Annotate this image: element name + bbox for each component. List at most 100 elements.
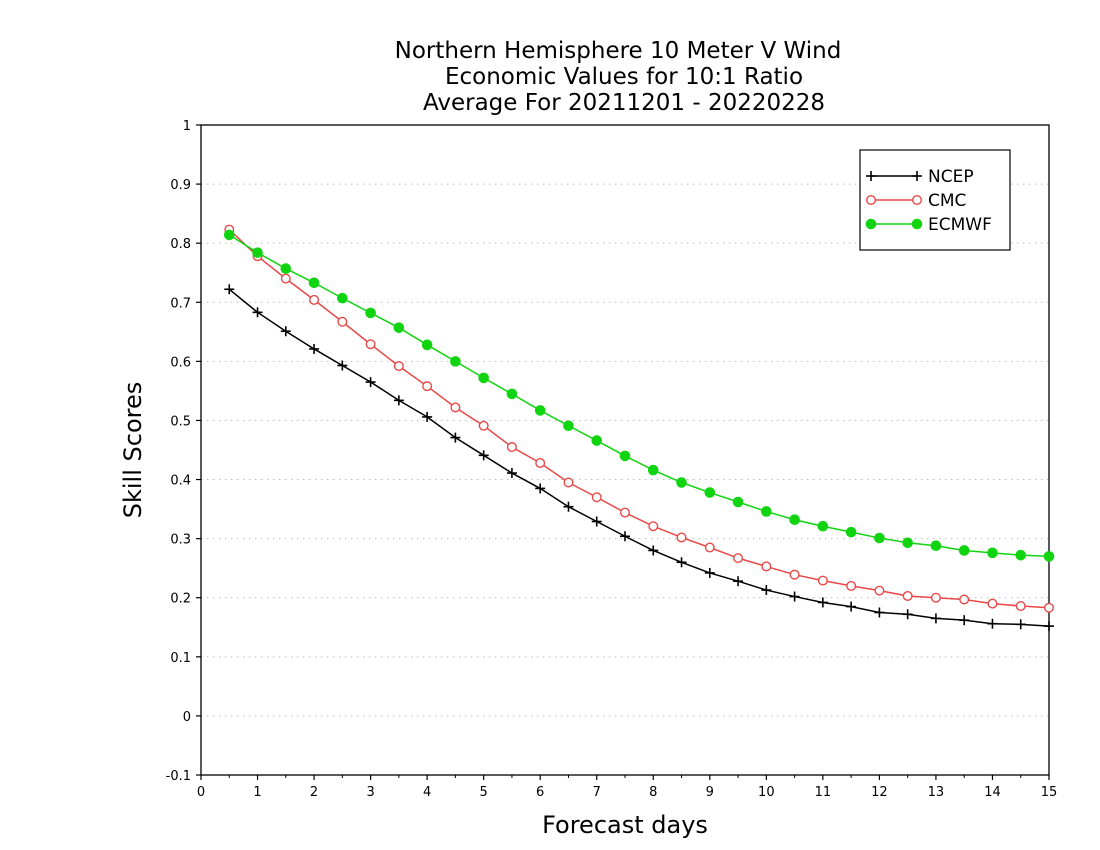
x-tick-label: 6 [536,785,544,800]
x-tick-label: 9 [706,785,714,800]
title-line-3: Average For 20211201 - 20220228 [423,90,825,116]
x-tick-label: 10 [758,785,775,800]
y-tick-label: 0 [183,710,191,725]
legend-marker-end-ecmwf [911,218,923,230]
point-ncep [365,377,376,388]
point-ecmwf [647,464,659,476]
point-ncep [846,601,857,612]
chart-title: Northern Hemisphere 10 Meter V Wind Econ… [395,38,842,116]
point-ecmwf [534,405,546,416]
point-cmc [648,521,659,532]
point-ncep [733,576,744,587]
point-ecmwf [930,540,942,552]
legend-marker-start-ncep [866,171,876,181]
legend-marker-start-cmc [866,194,877,205]
legend-item-cmc: CMC [866,191,966,211]
y-tick-label: 0.5 [170,414,191,429]
point-ncep [704,567,715,578]
y-tick-label: 0.9 [170,178,191,193]
axis-ticks: -0.100.10.20.30.40.50.60.70.80.910 1 2 3 4 5 6… [166,119,1058,800]
point-cmc [1015,601,1026,612]
x-tick-label: 1 [253,785,261,800]
point-ncep [337,360,348,371]
legend-item-ecmwf: ECMWF [865,215,992,235]
point-ecmwf [365,307,376,319]
point-ncep [817,597,828,608]
point-ncep [506,468,517,479]
point-ecmwf [450,356,461,367]
y-tick-label: -0.1 [166,769,191,784]
point-cmc [733,553,744,564]
point-cmc [789,569,800,580]
y-tick-label: 0.7 [170,296,191,311]
point-ncep [450,432,461,443]
point-ncep [761,585,772,596]
point-ecmwf [308,277,320,289]
point-cmc [902,590,913,601]
point-ecmwf [1043,551,1055,562]
point-ncep [620,531,630,542]
point-ncep [959,615,970,626]
point-cmc [591,492,602,503]
x-tick-label: 2 [310,785,318,800]
point-ncep [591,516,602,527]
point-ecmwf [563,420,574,432]
point-ncep [930,613,941,624]
point-ecmwf [789,514,800,526]
point-cmc [422,381,433,392]
point-cmc [393,361,404,372]
series-line-ecmwf [228,234,1050,558]
y-tick-label: 0.4 [170,474,191,489]
x-tick-label: 5 [480,785,488,800]
legend-marker-end-ncep [912,171,922,181]
legend: NCEP CMC ECMWF [859,149,1011,251]
point-ecmwf [619,450,631,462]
x-tick-label: 7 [593,785,601,800]
y-tick-label: 0.6 [170,355,191,370]
plot-series [223,224,1055,632]
point-ncep [1044,621,1054,632]
y-tick-label: 0.3 [170,533,191,548]
point-cmc [1043,602,1054,613]
point-cmc [676,532,687,543]
point-ncep [987,618,998,629]
point-ncep [874,607,885,618]
point-ecmwf [987,547,998,559]
point-ecmwf [704,487,716,498]
legend-item-ncep: NCEP [866,167,974,187]
series-cmc [224,224,1054,613]
point-ecmwf [506,388,518,400]
point-ecmwf [223,229,235,241]
point-cmc [704,542,715,553]
x-tick-label: 15 [1041,785,1058,800]
point-ncep [676,557,687,568]
point-ecmwf [902,537,913,549]
point-ecmwf [252,247,263,258]
point-cmc [337,316,348,327]
point-ecmwf [478,372,489,384]
point-ncep [252,307,263,318]
title-line-2: Economic Values for 10:1 Ratio [445,64,803,90]
point-ecmwf [280,263,292,274]
x-tick-label: 11 [815,785,832,800]
legend-marker-start-ecmwf [865,218,877,230]
x-tick-label: 14 [984,785,1001,800]
series-ecmwf [223,229,1055,562]
point-ncep [648,545,659,556]
x-tick-label: 4 [423,785,431,800]
legend-label-ecmwf: ECMWF [928,215,992,235]
x-tick-label: 3 [366,785,374,800]
point-cmc [309,294,320,305]
point-ecmwf [761,506,772,517]
point-ncep [280,326,291,337]
legend-marker-end-cmc [912,194,923,205]
point-ncep [902,609,913,620]
point-cmc [365,339,376,350]
point-ecmwf [1015,549,1027,561]
point-ecmwf [958,545,970,556]
point-cmc [450,402,461,413]
point-ecmwf [591,435,603,446]
point-ncep [393,395,404,406]
point-ncep [309,343,320,354]
